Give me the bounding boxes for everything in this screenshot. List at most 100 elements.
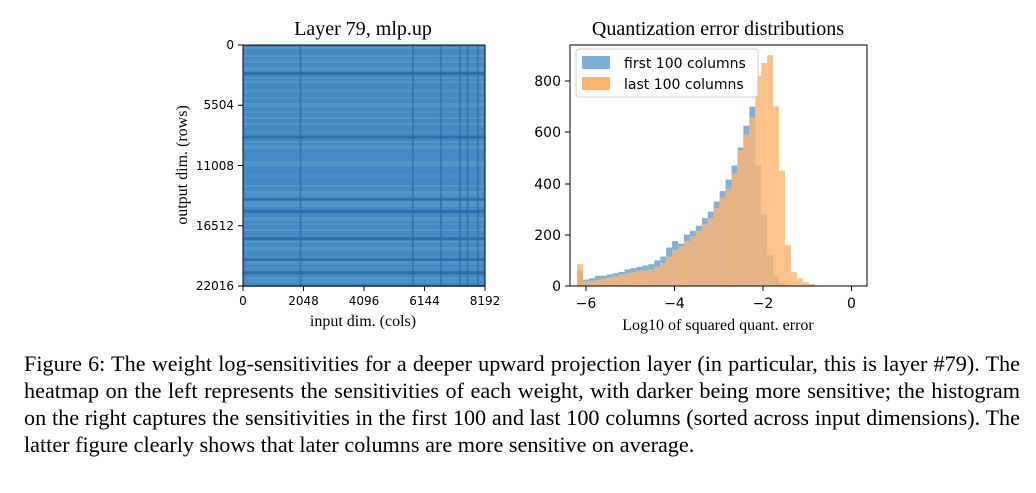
heatmap-row-band: [243, 75, 485, 77]
heatmap-dark-row: [243, 135, 485, 139]
heatmap-dark-column: [476, 45, 479, 286]
heatmap-row-band: [243, 59, 485, 61]
heatmap-row-band: [243, 101, 485, 103]
heatmap-row-band: [243, 215, 485, 217]
heatmap-dark-row: [243, 258, 485, 262]
heatmap-row-band: [243, 91, 485, 93]
heatmap-panel: Layer 79, mlp.up 0 2048 4096 6144 8192 0…: [174, 18, 500, 330]
heatmap-row-band: [243, 125, 485, 127]
heatmap-ytick-label: 16512: [196, 219, 234, 233]
hist-bar-last: [600, 278, 607, 286]
histogram-frame: [569, 44, 868, 287]
heatmap-xtick-label: 4096: [349, 294, 380, 308]
heatmap-dark-row: [243, 237, 485, 241]
heatmap-row-band: [243, 153, 485, 155]
heatmap-row-band: [243, 117, 485, 119]
heatmap-xtick-label: 8192: [470, 294, 501, 308]
hist-bar-last: [624, 273, 631, 286]
heatmap-row-band: [243, 263, 485, 265]
legend-label-last: last 100 columns: [624, 77, 744, 93]
heatmap-row-band: [243, 163, 485, 165]
heatmap-row-band: [243, 191, 485, 193]
heatmap-row-band: [243, 67, 485, 69]
histogram-xtick-label: −2: [753, 296, 774, 312]
histogram-xtick-label: −6: [576, 296, 597, 312]
heatmap-row-band: [243, 213, 485, 215]
histogram-xlabel: Log10 of squared quant. error: [622, 317, 814, 334]
heatmap-ytick-label: 5504: [203, 98, 234, 112]
heatmap-row-band: [243, 115, 485, 117]
heatmap-row-band: [243, 63, 485, 65]
heatmap-row-band: [243, 217, 485, 219]
heatmap-row-band: [243, 119, 485, 121]
heatmap-row-band: [243, 205, 485, 207]
heatmap-row-band: [243, 127, 485, 129]
hist-bar-last: [749, 116, 756, 286]
heatmap-row-band: [243, 69, 485, 71]
hist-bar-last: [802, 282, 809, 286]
histogram-panel: Quantization error distributions −6 −4 −…: [534, 18, 868, 334]
hist-bar-last: [636, 270, 643, 286]
heatmap-ylabel: output dim. (rows): [174, 105, 191, 225]
heatmap-dark-column: [466, 45, 469, 286]
heatmap-row-band: [243, 121, 485, 123]
heatmap-row-band: [243, 83, 485, 85]
heatmap-dark-column: [299, 45, 302, 286]
histogram-ytick-label: 600: [534, 125, 561, 141]
heatmap-ytick-label: 22016: [196, 279, 234, 293]
hist-bar-last: [654, 266, 661, 286]
heatmap-row-band: [243, 53, 485, 55]
histogram-ytick-label: 800: [534, 74, 561, 90]
heatmap-row-band: [243, 249, 485, 251]
heatmap-dark-column: [459, 45, 462, 286]
hist-bar-last: [577, 264, 584, 286]
heatmap-row-band: [243, 149, 485, 151]
hist-bar-last: [612, 275, 619, 286]
heatmap-row-band: [243, 143, 485, 145]
hist-bar-last: [583, 280, 589, 286]
figure-caption: Figure 6: The weight log-sensitivities f…: [24, 351, 1020, 457]
heatmap-row-band: [243, 49, 485, 51]
hist-bar-last: [684, 241, 690, 286]
histogram-xtick-label: −4: [664, 296, 685, 312]
hist-bar-last: [719, 197, 726, 286]
hist-bar-last: [808, 283, 815, 286]
heatmap-row-band: [243, 243, 485, 245]
heatmap-dark-row: [243, 209, 485, 213]
legend-label-first: first 100 columns: [624, 56, 746, 72]
hist-bar-last: [666, 256, 673, 286]
heatmap-row-band: [243, 179, 485, 181]
heatmap-row-band: [243, 85, 485, 87]
heatmap-row-band: [243, 223, 485, 225]
heatmap-row-band: [243, 279, 485, 281]
histogram-bars: [577, 55, 821, 287]
heatmap-row-band: [243, 111, 485, 113]
hist-bar-last: [755, 75, 762, 286]
heatmap-row-band: [243, 255, 485, 257]
heatmap-row-band: [243, 77, 485, 79]
heatmap-row-band: [243, 283, 485, 285]
heatmap-row-band: [243, 109, 485, 111]
hist-bar-last: [695, 230, 702, 286]
hist-bar-last: [790, 271, 797, 286]
heatmap-row-band: [243, 93, 485, 95]
heatmap-dark-row: [243, 71, 485, 75]
hist-bar-last: [630, 271, 637, 286]
hist-bar-last: [689, 236, 696, 286]
heatmap-row-band: [243, 61, 485, 63]
heatmap-row-band: [243, 155, 485, 157]
heatmap-row-band: [243, 175, 485, 177]
heatmap-row-band: [243, 47, 485, 49]
heatmap-row-band: [243, 195, 485, 197]
heatmap-row-band: [243, 65, 485, 67]
heatmap-row-band: [243, 201, 485, 203]
heatmap-dark-column: [439, 45, 442, 286]
hist-bar-last: [672, 250, 679, 286]
hist-bar-last: [743, 134, 750, 286]
heatmap-row-band: [243, 113, 485, 115]
heatmap-x-ticks: 0 2048 4096 6144 8192: [239, 286, 500, 308]
heatmap-row-band: [243, 79, 485, 81]
heatmap-row-band: [243, 185, 485, 187]
heatmap-row-band: [243, 105, 485, 107]
heatmap-ytick-label: 0: [226, 38, 234, 52]
